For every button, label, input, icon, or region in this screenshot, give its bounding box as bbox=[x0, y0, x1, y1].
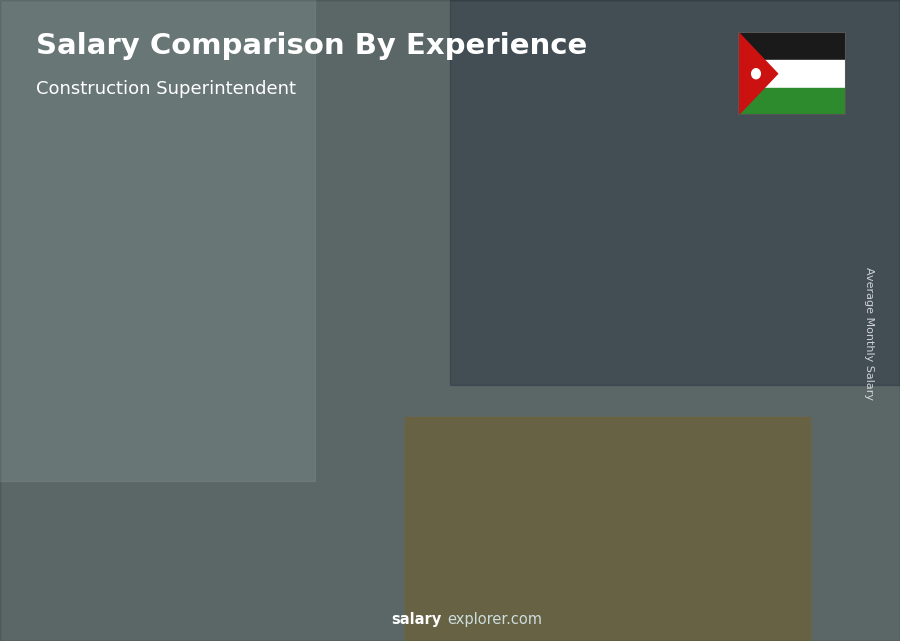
Bar bbox=[723, 218, 786, 577]
Bar bbox=[783, 218, 786, 577]
Text: +32%: +32% bbox=[140, 349, 199, 367]
Bar bbox=[596, 242, 600, 577]
Bar bbox=[87, 431, 88, 577]
Bar bbox=[723, 218, 728, 577]
Text: 1,320 JOD: 1,320 JOD bbox=[464, 246, 537, 259]
Circle shape bbox=[752, 69, 760, 79]
Polygon shape bbox=[738, 32, 778, 115]
Bar bbox=[596, 242, 597, 577]
Bar bbox=[87, 431, 150, 577]
Bar bbox=[274, 383, 277, 577]
Text: Salary Comparison By Experience: Salary Comparison By Experience bbox=[36, 32, 587, 60]
Bar bbox=[528, 265, 532, 577]
Bar bbox=[656, 242, 659, 577]
Text: salary: salary bbox=[392, 612, 442, 627]
Bar bbox=[468, 265, 470, 577]
Bar bbox=[450, 0, 900, 385]
Bar bbox=[214, 383, 219, 577]
Bar bbox=[596, 242, 659, 577]
Text: +8%: +8% bbox=[522, 186, 567, 204]
Text: +19%: +19% bbox=[389, 217, 446, 235]
Bar bbox=[214, 383, 277, 577]
Bar bbox=[738, 60, 846, 88]
Bar bbox=[87, 431, 92, 577]
Text: explorer.com: explorer.com bbox=[447, 612, 543, 627]
Text: 1,520 JOD: 1,520 JOD bbox=[717, 199, 791, 212]
Bar bbox=[405, 417, 810, 641]
Text: +7%: +7% bbox=[649, 160, 695, 178]
Bar bbox=[468, 265, 532, 577]
Bar bbox=[341, 317, 346, 577]
Bar bbox=[214, 383, 216, 577]
Bar bbox=[738, 88, 846, 115]
Bar bbox=[148, 431, 150, 577]
Text: 620 JOD: 620 JOD bbox=[89, 412, 148, 424]
Bar bbox=[0, 0, 315, 481]
Bar bbox=[738, 32, 846, 60]
Text: 820 JOD: 820 JOD bbox=[216, 364, 275, 378]
Bar bbox=[401, 317, 405, 577]
Text: 1,420 JOD: 1,420 JOD bbox=[590, 222, 664, 236]
Text: Construction Superintendent: Construction Superintendent bbox=[36, 80, 296, 98]
Bar bbox=[341, 317, 343, 577]
Text: +34%: +34% bbox=[261, 271, 320, 289]
Bar bbox=[468, 265, 473, 577]
Text: Average Monthly Salary: Average Monthly Salary bbox=[863, 267, 874, 400]
Text: 1,100 JOD: 1,100 JOD bbox=[336, 298, 410, 312]
Bar bbox=[723, 218, 724, 577]
Bar bbox=[341, 317, 405, 577]
